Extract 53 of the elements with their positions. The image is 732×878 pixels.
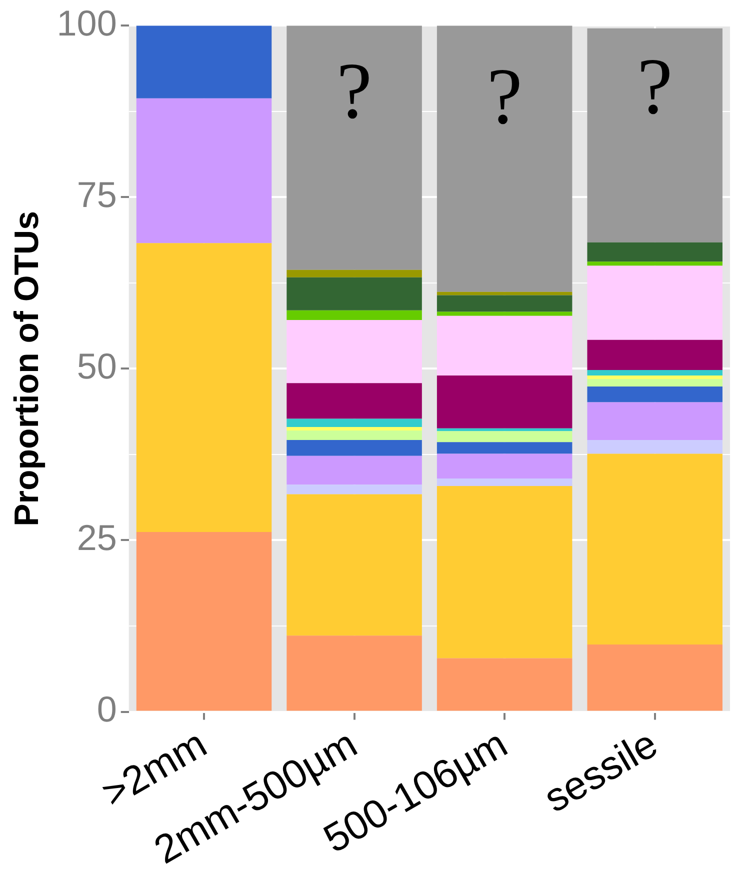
y-tick-label: 100 [56,2,117,44]
bar [436,376,572,428]
bar [286,320,422,384]
bar [587,378,722,387]
bar [436,292,572,296]
bar [286,26,422,270]
bar [436,486,572,658]
y-tick-label: 50 [76,346,117,387]
bar [286,484,422,494]
bar [436,26,572,292]
bar [436,316,572,376]
y-tick-label: 75 [76,174,117,216]
bar [286,636,422,711]
bar [286,494,422,636]
bar [286,277,422,310]
bar [587,266,722,340]
bar [286,456,422,485]
bar [436,431,572,442]
y-tick-label: 0 [96,688,117,730]
bar [436,658,572,711]
bar [286,440,422,456]
bar [587,644,722,711]
annotation: ? [486,53,522,142]
bar [436,478,572,486]
bar [286,310,422,320]
bar [587,262,722,266]
annotation: ? [336,48,372,136]
bar [286,418,422,428]
bar [587,454,722,645]
bar [587,440,722,454]
bar [436,442,572,454]
bar [286,427,422,430]
bar [587,402,722,440]
bar [136,532,272,711]
bar [136,26,272,98]
bar [136,98,272,244]
bar [587,370,722,376]
bar [136,243,272,532]
annotation: ? [637,42,673,131]
bar [587,340,722,370]
bar [436,454,572,478]
bar [286,270,422,278]
y-tick-label: 25 [76,517,117,558]
y-axis-title: Proportion of OTUs [8,210,46,526]
bar [436,428,572,432]
bar [436,295,572,312]
bar [587,386,722,402]
bar [436,312,572,316]
bar [587,376,722,379]
bar [286,430,422,440]
bar [286,383,422,419]
bar [587,28,722,242]
bar [587,242,722,262]
